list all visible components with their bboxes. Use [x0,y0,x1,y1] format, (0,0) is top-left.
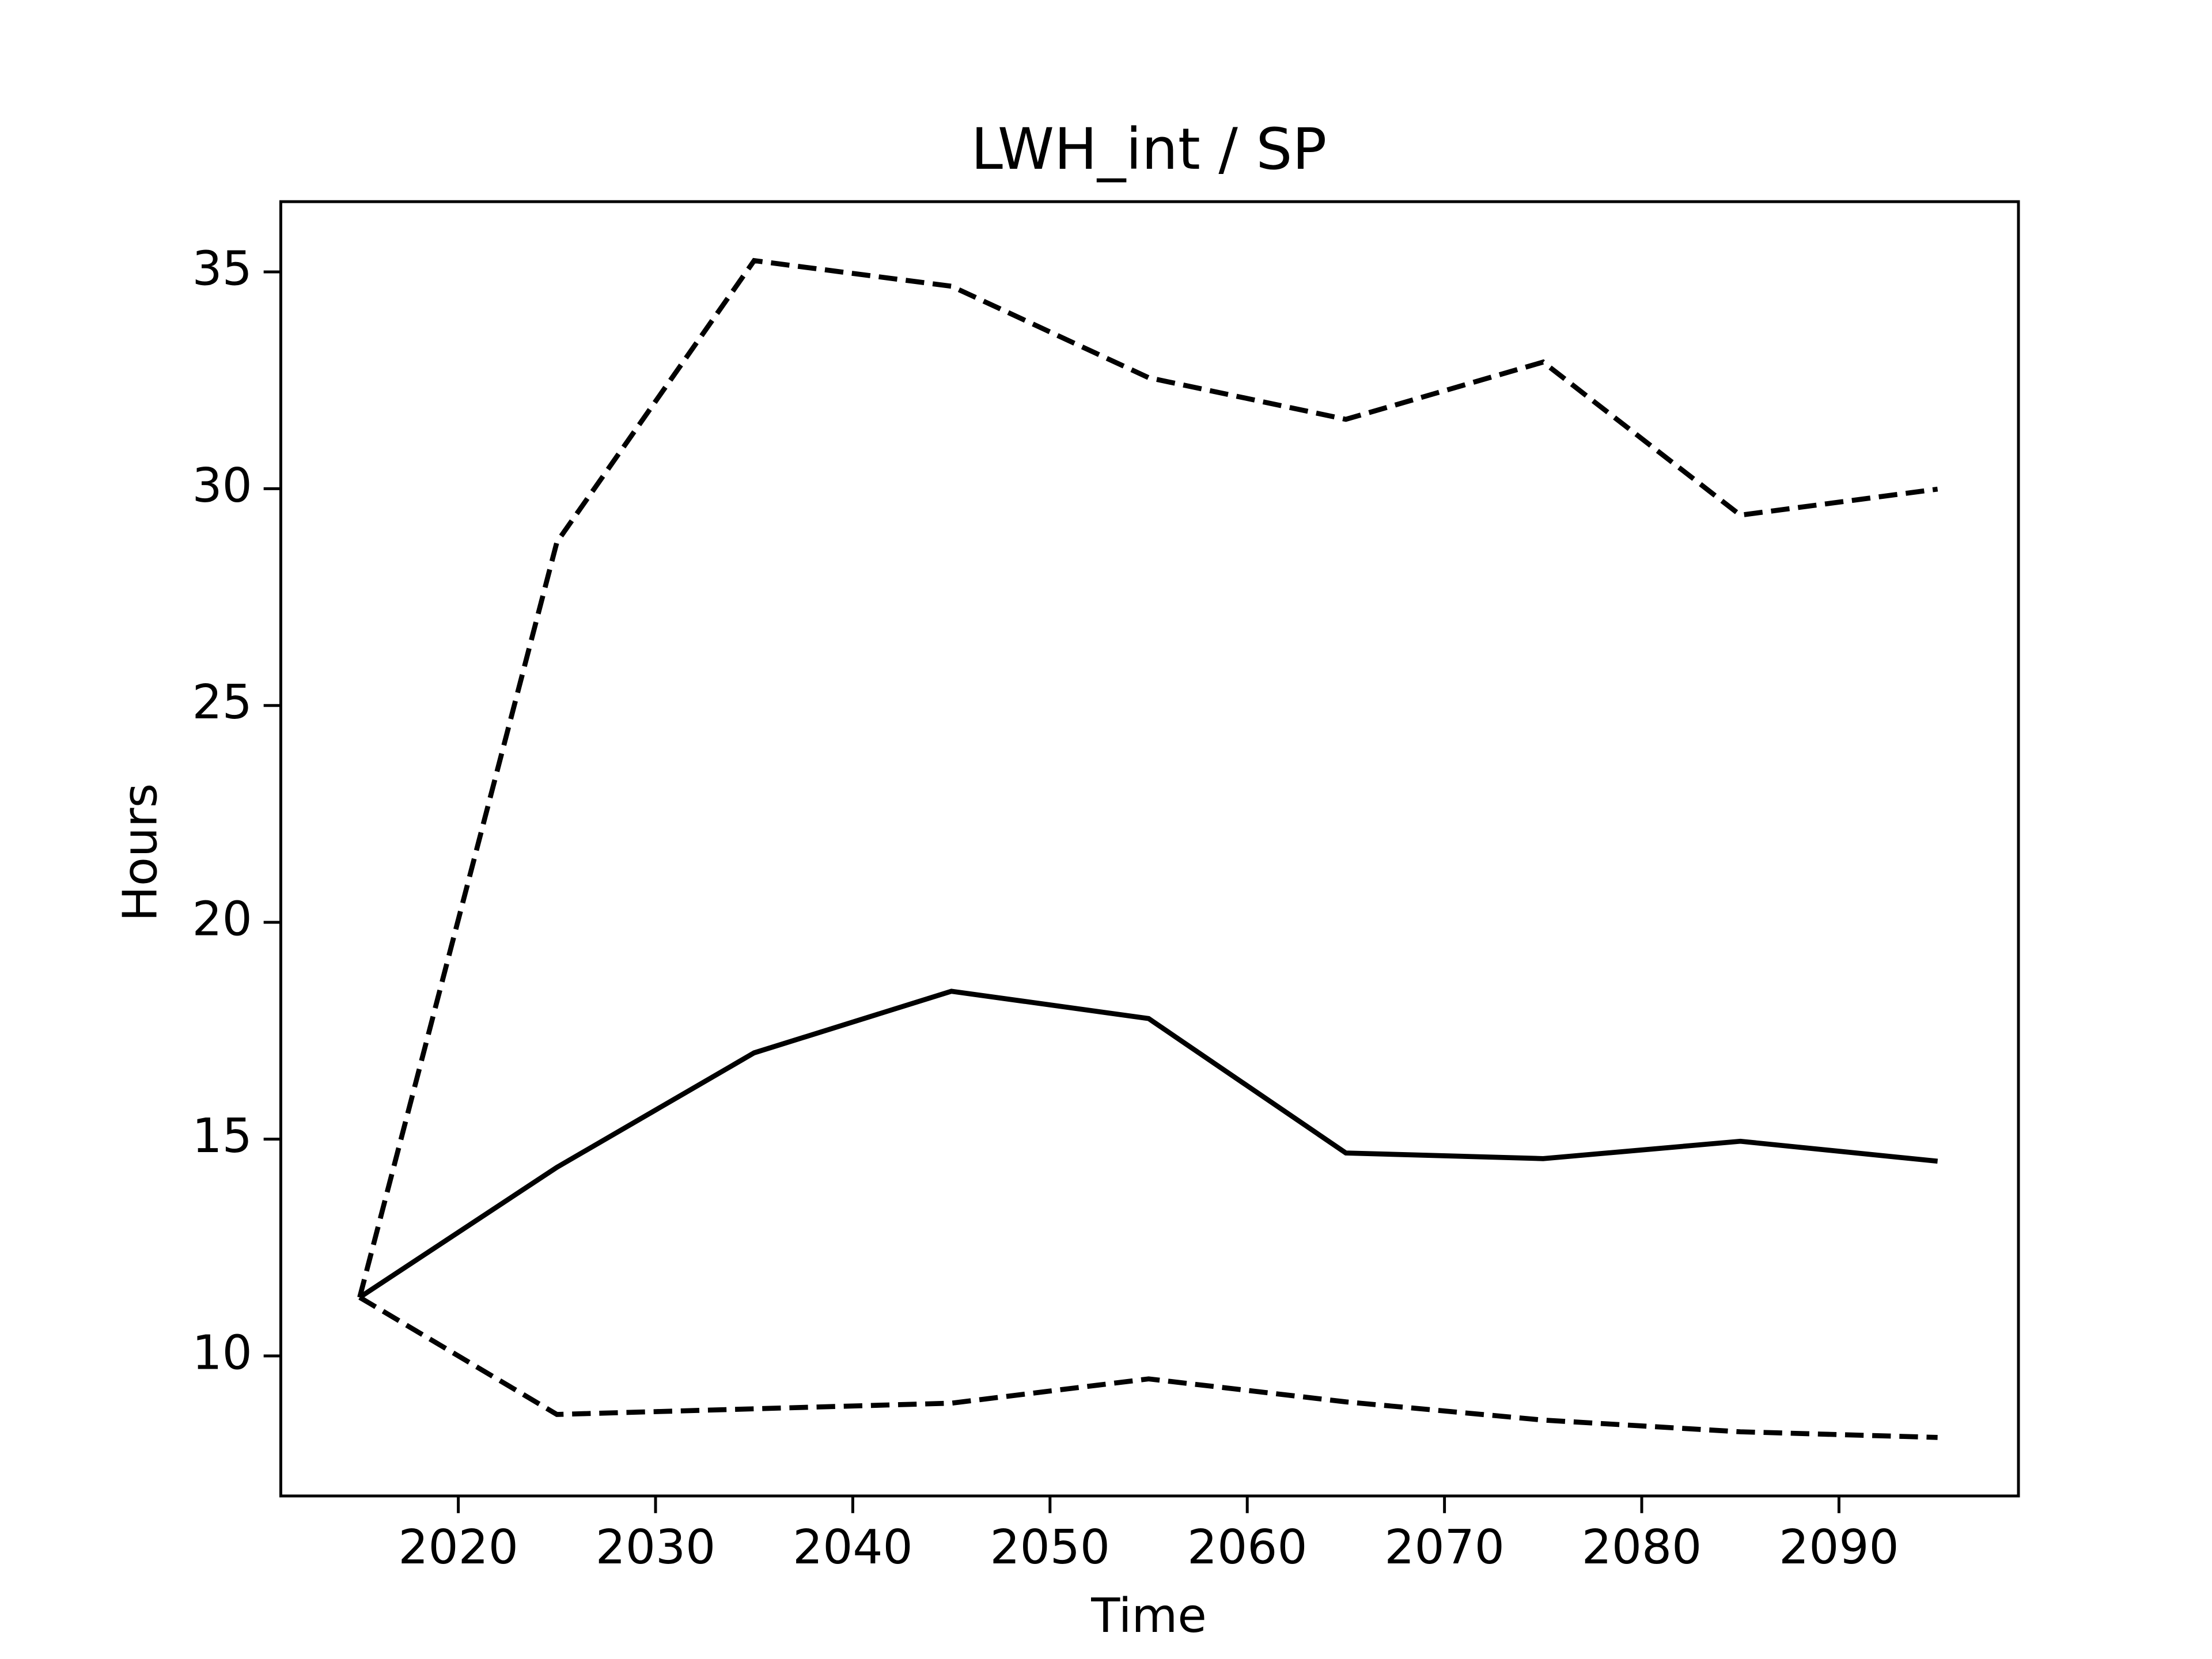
x-tick-label: 2050 [990,1520,1111,1575]
y-tick-label: 15 [192,1109,252,1164]
chart-title: LWH_int / SP [971,116,1327,183]
x-tick-label: 2060 [1187,1520,1308,1575]
y-tick-label: 30 [192,459,252,513]
y-tick-label: 20 [192,892,252,947]
x-tick-label: 2020 [398,1520,518,1575]
x-tick-label: 2090 [1779,1520,1899,1575]
x-tick-label: 2040 [793,1520,913,1575]
x-tick-label: 2030 [596,1520,716,1575]
line-series [358,988,1938,1300]
x-axis-label: Time [1090,1589,1206,1643]
y-tick-label: 10 [192,1325,252,1380]
y-tick-label: 35 [192,241,252,296]
x-tick-label: 2070 [1384,1520,1505,1575]
plot-frame [279,200,2020,1498]
line-series [358,1295,1938,1440]
y-tick-label: 25 [192,675,252,730]
x-tick-label: 2080 [1582,1520,1702,1575]
y-axis-label: Hours [113,783,168,922]
